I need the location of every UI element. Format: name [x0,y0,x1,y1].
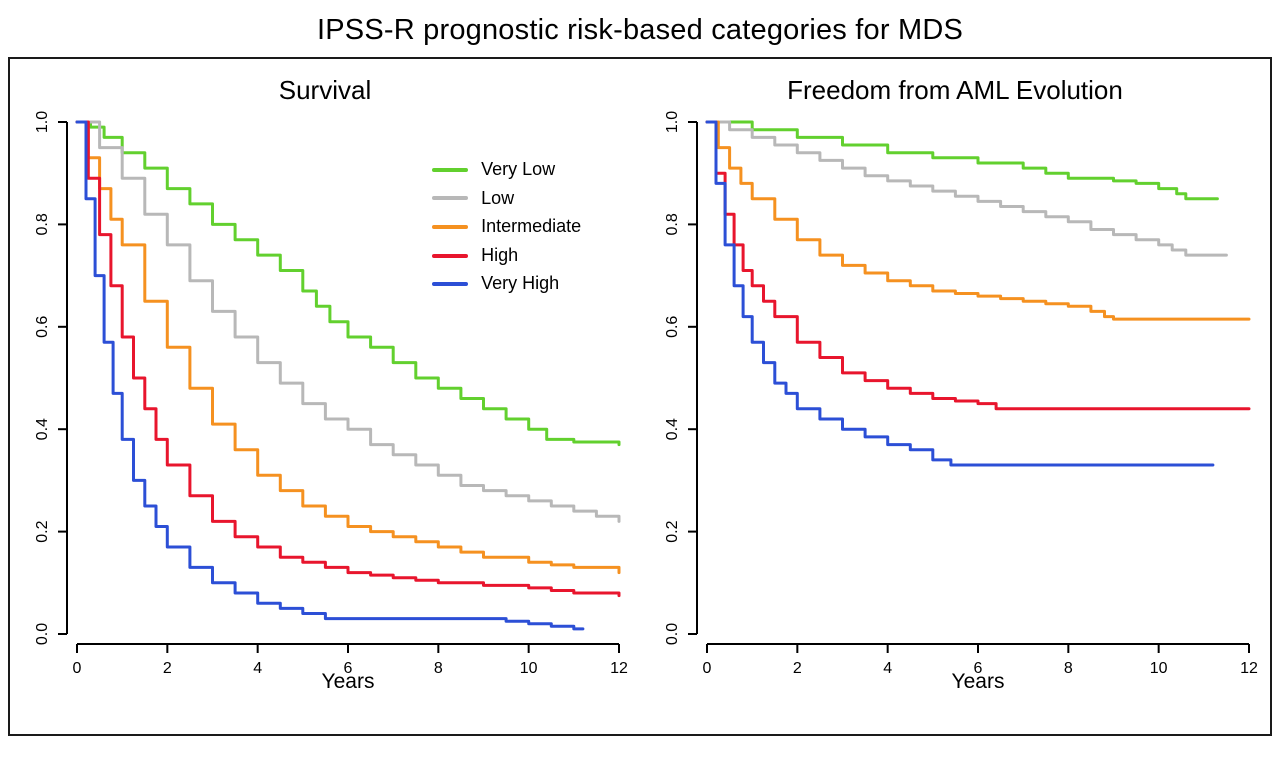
legend-label: Low [481,187,515,208]
figure-title: IPSS-R prognostic risk-based categories … [316,14,964,46]
svg-text:1.0: 1.0 [664,111,681,133]
svg-text:0.6: 0.6 [34,316,51,338]
panel-aml-evolution-title: Freedom from AML Evolution [787,75,1123,105]
legend-line-swatch [432,253,469,258]
svg-text:6: 6 [344,660,353,677]
legend-label: Very High [481,273,560,294]
svg-text:4: 4 [883,660,892,677]
svg-text:8: 8 [434,660,443,677]
aml-evolution-km-chart: 0 2 4 6 8 10 12 0.0 0.2 0.4 0.6 0.8 1.0 Years [664,111,1258,693]
figure: IPSS-R prognostic risk-based categories … [0,14,1280,736]
svg-text:12: 12 [610,660,628,677]
svg-text:0.0: 0.0 [664,623,681,645]
panel-survival-title: Survival [278,75,372,105]
legend-label: Intermediate [481,216,582,237]
legend-item: High [432,245,581,267]
legend-item: Very High [432,273,581,295]
svg-text:Years: Years [322,670,375,693]
svg-text:4: 4 [253,660,262,677]
legend-line-swatch [432,224,469,229]
svg-text:0.4: 0.4 [664,418,681,440]
legend-line-swatch [432,282,469,287]
svg-text:1.0: 1.0 [34,111,51,133]
svg-text:Years: Years [952,670,1005,693]
panel-aml-evolution: Freedom from AML Evolution 0 2 4 6 8 10 12 0.0 0… [640,59,1270,734]
svg-text:0.8: 0.8 [34,213,51,235]
legend-line-swatch [432,167,469,172]
svg-text:6: 6 [974,660,983,677]
svg-text:8: 8 [1064,660,1073,677]
survival-km-chart: 0 2 4 6 8 10 12 0.0 0.2 0.4 0.6 0.8 1.0 Years [34,111,628,693]
svg-text:0.4: 0.4 [34,418,51,440]
legend-label: High [481,244,519,265]
legend-item: Low [432,188,581,210]
legend-item: Very Low [432,159,581,181]
legend-label: Very Low [481,159,556,179]
svg-text:0.2: 0.2 [664,520,681,542]
svg-text:10: 10 [1150,660,1168,677]
legend-line-swatch [432,196,469,201]
svg-text:0.0: 0.0 [34,623,51,645]
svg-text:12: 12 [1240,660,1258,677]
risk-category-legend: Very Low Low Intermediate High Very High [432,159,581,295]
svg-text:2: 2 [793,660,802,677]
svg-text:0.2: 0.2 [34,520,51,542]
svg-text:0.6: 0.6 [664,316,681,338]
panel-survival: Survival 0 2 4 6 8 10 12 0.0 0.2 0.4 0.6 0.8 1.0 Year… [10,59,640,734]
svg-text:0: 0 [703,660,712,677]
figure-box: Survival 0 2 4 6 8 10 12 0.0 0.2 0.4 0.6 0.8 1.0 Year… [8,57,1272,736]
svg-text:2: 2 [163,660,172,677]
legend-item: Intermediate [432,216,581,238]
svg-text:0.8: 0.8 [664,213,681,235]
svg-text:0: 0 [73,660,82,677]
svg-text:10: 10 [520,660,538,677]
